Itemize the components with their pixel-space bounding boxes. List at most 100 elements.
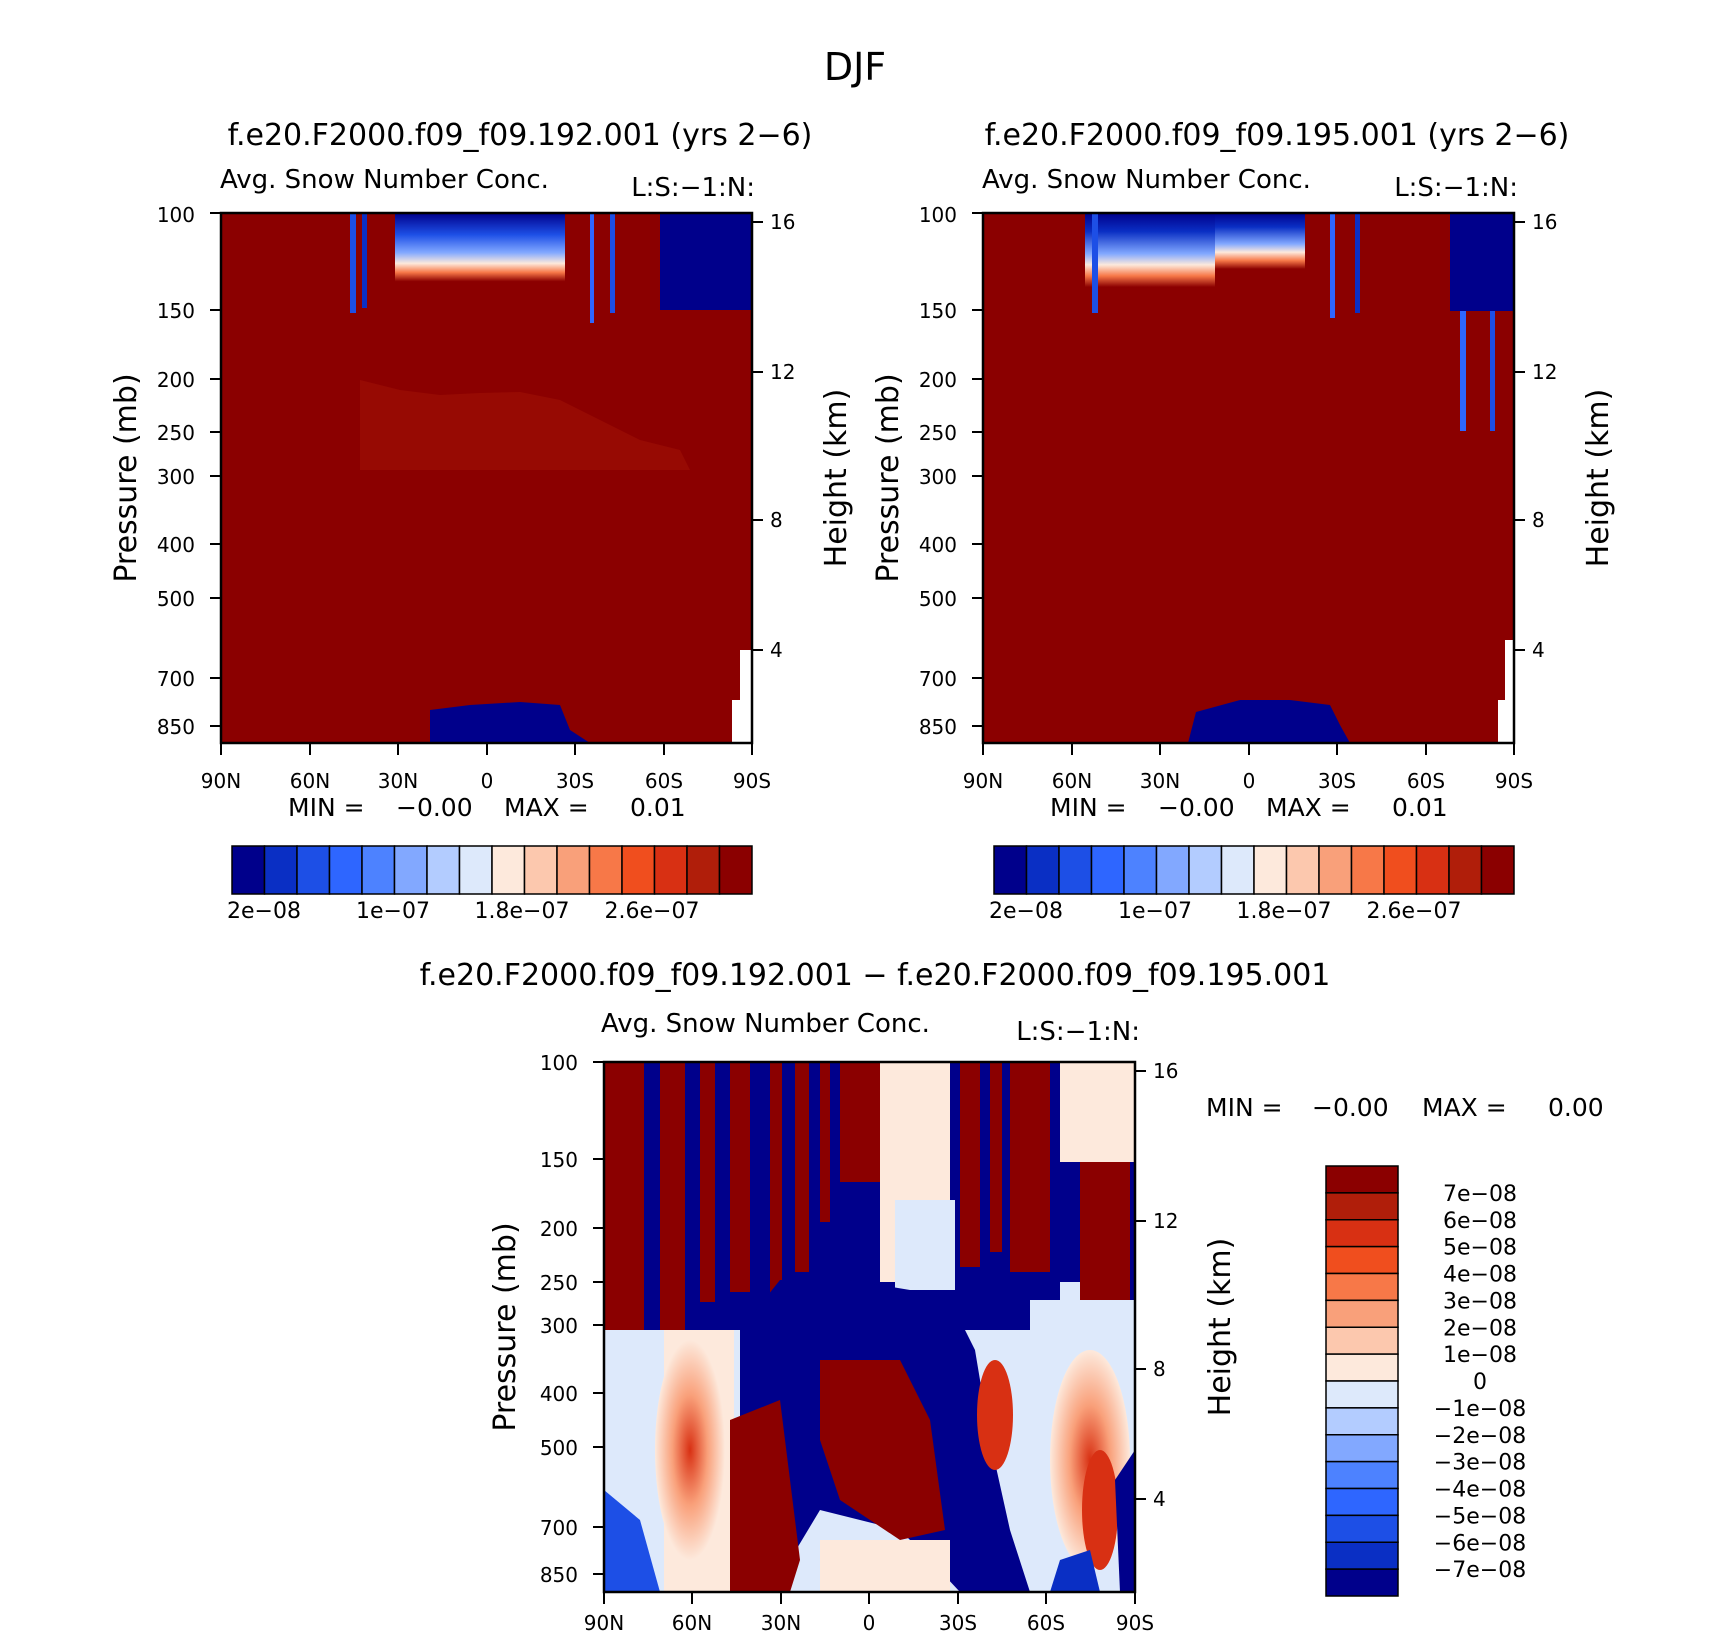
panel-2-plot-area (983, 213, 1514, 743)
panel-3-xtick-60s: 60S (1027, 1611, 1065, 1631)
panel-3-xtick-0: 0 (863, 1611, 876, 1631)
panel-3-colorbar-label-8: 0 (1473, 1370, 1487, 1395)
panel-2-ytick-150: 150 (919, 299, 957, 323)
panel-3-xtick-30s: 30S (939, 1611, 977, 1631)
panel-3-colorbar-swatch-7 (1325, 1326, 1399, 1355)
panel-1-colorbar-label-3: 1.8e−07 (475, 899, 570, 924)
panel-3-colorbar-swatch-6 (1325, 1299, 1399, 1328)
panel-3-colorbar-label-3: 5e−08 (1443, 1236, 1517, 1261)
panel-1-xtick-90s: 90S (733, 769, 771, 793)
panel-3-ytick-right-12: 12 (1153, 1209, 1178, 1233)
panel-2-ytick-500: 500 (919, 587, 957, 611)
panel-2-ytick-right-12: 12 (1532, 360, 1557, 384)
panel-2-colorbar-swatch-16 (1480, 845, 1515, 895)
panel-3-colorbar-swatch-11 (1325, 1434, 1399, 1463)
panel-1-ytick-right-12: 12 (770, 360, 795, 384)
panel-1-xtick-60s: 60S (645, 769, 683, 793)
panel-1-min-label: MIN = (288, 793, 365, 822)
panel-1-colorbar-label-1: 2e−08 (227, 899, 301, 924)
panel-2-colorbar-swatch-4 (1090, 845, 1125, 895)
panel-3-xtick-60n: 60N (672, 1611, 712, 1631)
panel-2-ytick-100: 100 (919, 203, 957, 227)
panel-2-max-label: MAX = (1266, 793, 1351, 822)
panel-1-max-label: MAX = (504, 793, 589, 822)
panel-3-ytick-200: 200 (540, 1217, 578, 1241)
panel-2-colorbar-swatch-12 (1350, 845, 1385, 895)
panel-1-xtick-90n: 90N (201, 769, 241, 793)
panel-1-corner-label: L:S:−1:N: (631, 173, 755, 203)
panel-2-colorbar-swatch-13 (1383, 845, 1418, 895)
panel-2-colorbar (993, 845, 1515, 895)
panel-3-colorbar-label-13: −5e−08 (1434, 1504, 1526, 1529)
panel-1-ytick-200: 200 (157, 368, 195, 392)
panel-1-colorbar-swatch-6 (393, 845, 428, 895)
panel-1-colorbar-swatch-3 (296, 845, 331, 895)
panel-2-ytick-right-16: 16 (1532, 210, 1557, 234)
panel-3-colorbar-label-9: −1e−08 (1434, 1397, 1526, 1422)
panel-2-corner-label: L:S:−1:N: (1394, 173, 1518, 203)
panel-1-ytick-500: 500 (157, 587, 195, 611)
panel-3-colorbar-swatch-1 (1325, 1165, 1399, 1194)
panel-1-colorbar-swatch-14 (653, 845, 688, 895)
panel-2-xtick-30n: 30N (1140, 769, 1180, 793)
panel-3-colorbar-label-1: 7e−08 (1443, 1182, 1517, 1207)
panel-2-ytick-400: 400 (919, 533, 957, 557)
panel-3-colorbar-label-14: −6e−08 (1434, 1531, 1526, 1556)
panel-2-ylabel-right: Height (km) (1581, 389, 1616, 568)
panel-3-colorbar-swatch-9 (1325, 1380, 1399, 1409)
panel-3-colorbar-label-2: 6e−08 (1443, 1209, 1517, 1234)
panel-1-xtick-30n: 30N (378, 769, 418, 793)
panel-1-ytick-100: 100 (157, 203, 195, 227)
panel-1-title: f.e20.F2000.f09_f09.192.001 (yrs 2−6) (228, 118, 813, 153)
panel-2-ytick-right-4: 4 (1532, 638, 1545, 662)
panel-3-colorbar-swatch-3 (1325, 1219, 1399, 1248)
panel-1-colorbar-swatch-1 (231, 845, 266, 895)
panel-2-ytick-right-8: 8 (1532, 508, 1545, 532)
panel-2-ytick-850: 850 (919, 715, 957, 739)
panel-3-ytick-700: 700 (540, 1516, 578, 1540)
panel-3-colorbar (1325, 1165, 1399, 1597)
panel-1-xtick-30s: 30S (556, 769, 594, 793)
panel-1-xtick-60n: 60N (290, 769, 330, 793)
panel-1-ytick-right-4: 4 (770, 638, 783, 662)
panel-3-xtick-30n: 30N (761, 1611, 801, 1631)
panel-3-xtick-90n: 90N (584, 1611, 624, 1631)
panel-3-corner-label: L:S:−1:N: (1016, 1017, 1140, 1047)
panel-3: f.e20.F2000.f09_f09.192.001 − f.e20.F200… (420, 958, 1604, 1631)
panel-2-colorbar-swatch-11 (1318, 845, 1353, 895)
panel-2-colorbar-swatch-5 (1123, 845, 1158, 895)
panel-1-ytick-400: 400 (157, 533, 195, 557)
panel-1-ylabel: Pressure (mb) (109, 373, 144, 582)
panel-1-plot-area (221, 213, 752, 743)
panel-3-colorbar-label-15: −7e−08 (1434, 1558, 1526, 1583)
panel-1-ytick-250: 250 (157, 421, 195, 445)
panel-3-ylabel-right: Height (km) (1203, 1238, 1238, 1417)
panel-2-xtick-0: 0 (1243, 769, 1256, 793)
panel-2-min-value: −0.00 (1158, 793, 1235, 822)
panel-3-ytick-250: 250 (540, 1271, 578, 1295)
panel-1-colorbar-swatch-5 (361, 845, 396, 895)
panel-1-colorbar-swatch-11 (556, 845, 591, 895)
panel-3-ytick-850: 850 (540, 1563, 578, 1587)
panel-2-subtitle: Avg. Snow Number Conc. (982, 165, 1311, 195)
panel-2-colorbar-label-1: 2e−08 (989, 899, 1063, 924)
panel-3-colorbar-swatch-15 (1325, 1541, 1399, 1570)
panel-1: f.e20.F2000.f09_f09.192.001 (yrs 2−6) Av… (109, 118, 854, 924)
panel-1-max-value: 0.01 (630, 793, 686, 822)
panel-1-colorbar-swatch-8 (458, 845, 493, 895)
panel-2-title: f.e20.F2000.f09_f09.195.001 (yrs 2−6) (985, 118, 1570, 153)
panel-3-colorbar-label-11: −3e−08 (1434, 1451, 1526, 1476)
panel-3-colorbar-label-10: −2e−08 (1434, 1424, 1526, 1449)
panel-3-colorbar-swatch-8 (1325, 1353, 1399, 1382)
panel-2-colorbar-label-2: 1e−07 (1118, 899, 1192, 924)
panel-1-ytick-700: 700 (157, 667, 195, 691)
panel-2-colorbar-label-4: 2.6e−07 (1367, 899, 1462, 924)
panel-1-ytick-150: 150 (157, 299, 195, 323)
panel-3-colorbar-swatch-5 (1325, 1272, 1399, 1302)
panel-2-colorbar-swatch-7 (1188, 845, 1223, 895)
panel-1-ytick-300: 300 (157, 465, 195, 489)
panel-1-xtick-0: 0 (481, 769, 494, 793)
panel-2-colorbar-swatch-8 (1220, 845, 1255, 895)
panel-1-colorbar-swatch-10 (523, 845, 558, 895)
panel-2-colorbar-swatch-14 (1415, 845, 1450, 895)
